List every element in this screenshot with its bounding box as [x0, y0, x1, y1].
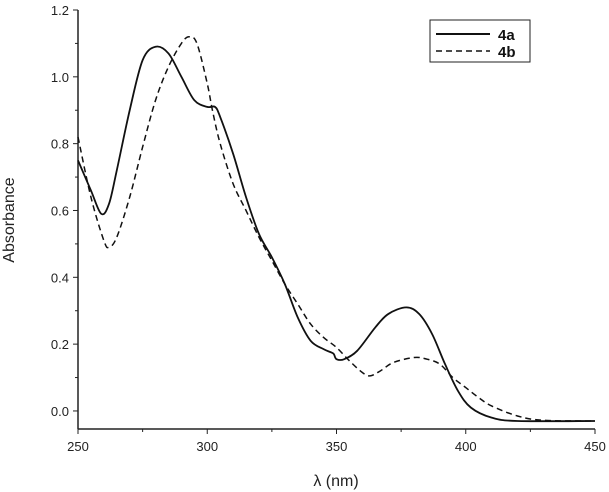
- series-line-4b: [77, 35, 596, 422]
- y-tick-label: 0.2: [51, 337, 69, 352]
- y-tick-label: 1.2: [51, 3, 69, 18]
- series-line-4a: [77, 45, 596, 423]
- x-tick-label: 450: [584, 439, 606, 454]
- y-axis-title: Absorbance: [1, 177, 18, 262]
- y-tick-label: 0.0: [51, 404, 69, 419]
- x-tick-label: 250: [67, 439, 89, 454]
- y-tick-label: 0.4: [51, 270, 69, 285]
- axes: 250 300 350 400 450 0.0 0.2 0.4 0.6 0.8 1.0 1.2: [51, 3, 606, 454]
- legend-label-4b: 4b: [498, 44, 516, 61]
- legend-label-4a: 4a: [498, 27, 515, 44]
- x-tick-label: 400: [455, 439, 477, 454]
- y-tick-label: 0.6: [51, 203, 69, 218]
- x-tick-label: 300: [196, 439, 218, 454]
- y-tick-label: 0.8: [51, 137, 69, 152]
- y-tick-label: 1.0: [51, 70, 69, 85]
- x-tick-label: 350: [326, 439, 348, 454]
- legend: 4a 4b: [429, 19, 531, 63]
- series-group: [77, 35, 596, 423]
- x-axis-title: λ (nm): [313, 473, 358, 490]
- legend-box: [429, 19, 531, 63]
